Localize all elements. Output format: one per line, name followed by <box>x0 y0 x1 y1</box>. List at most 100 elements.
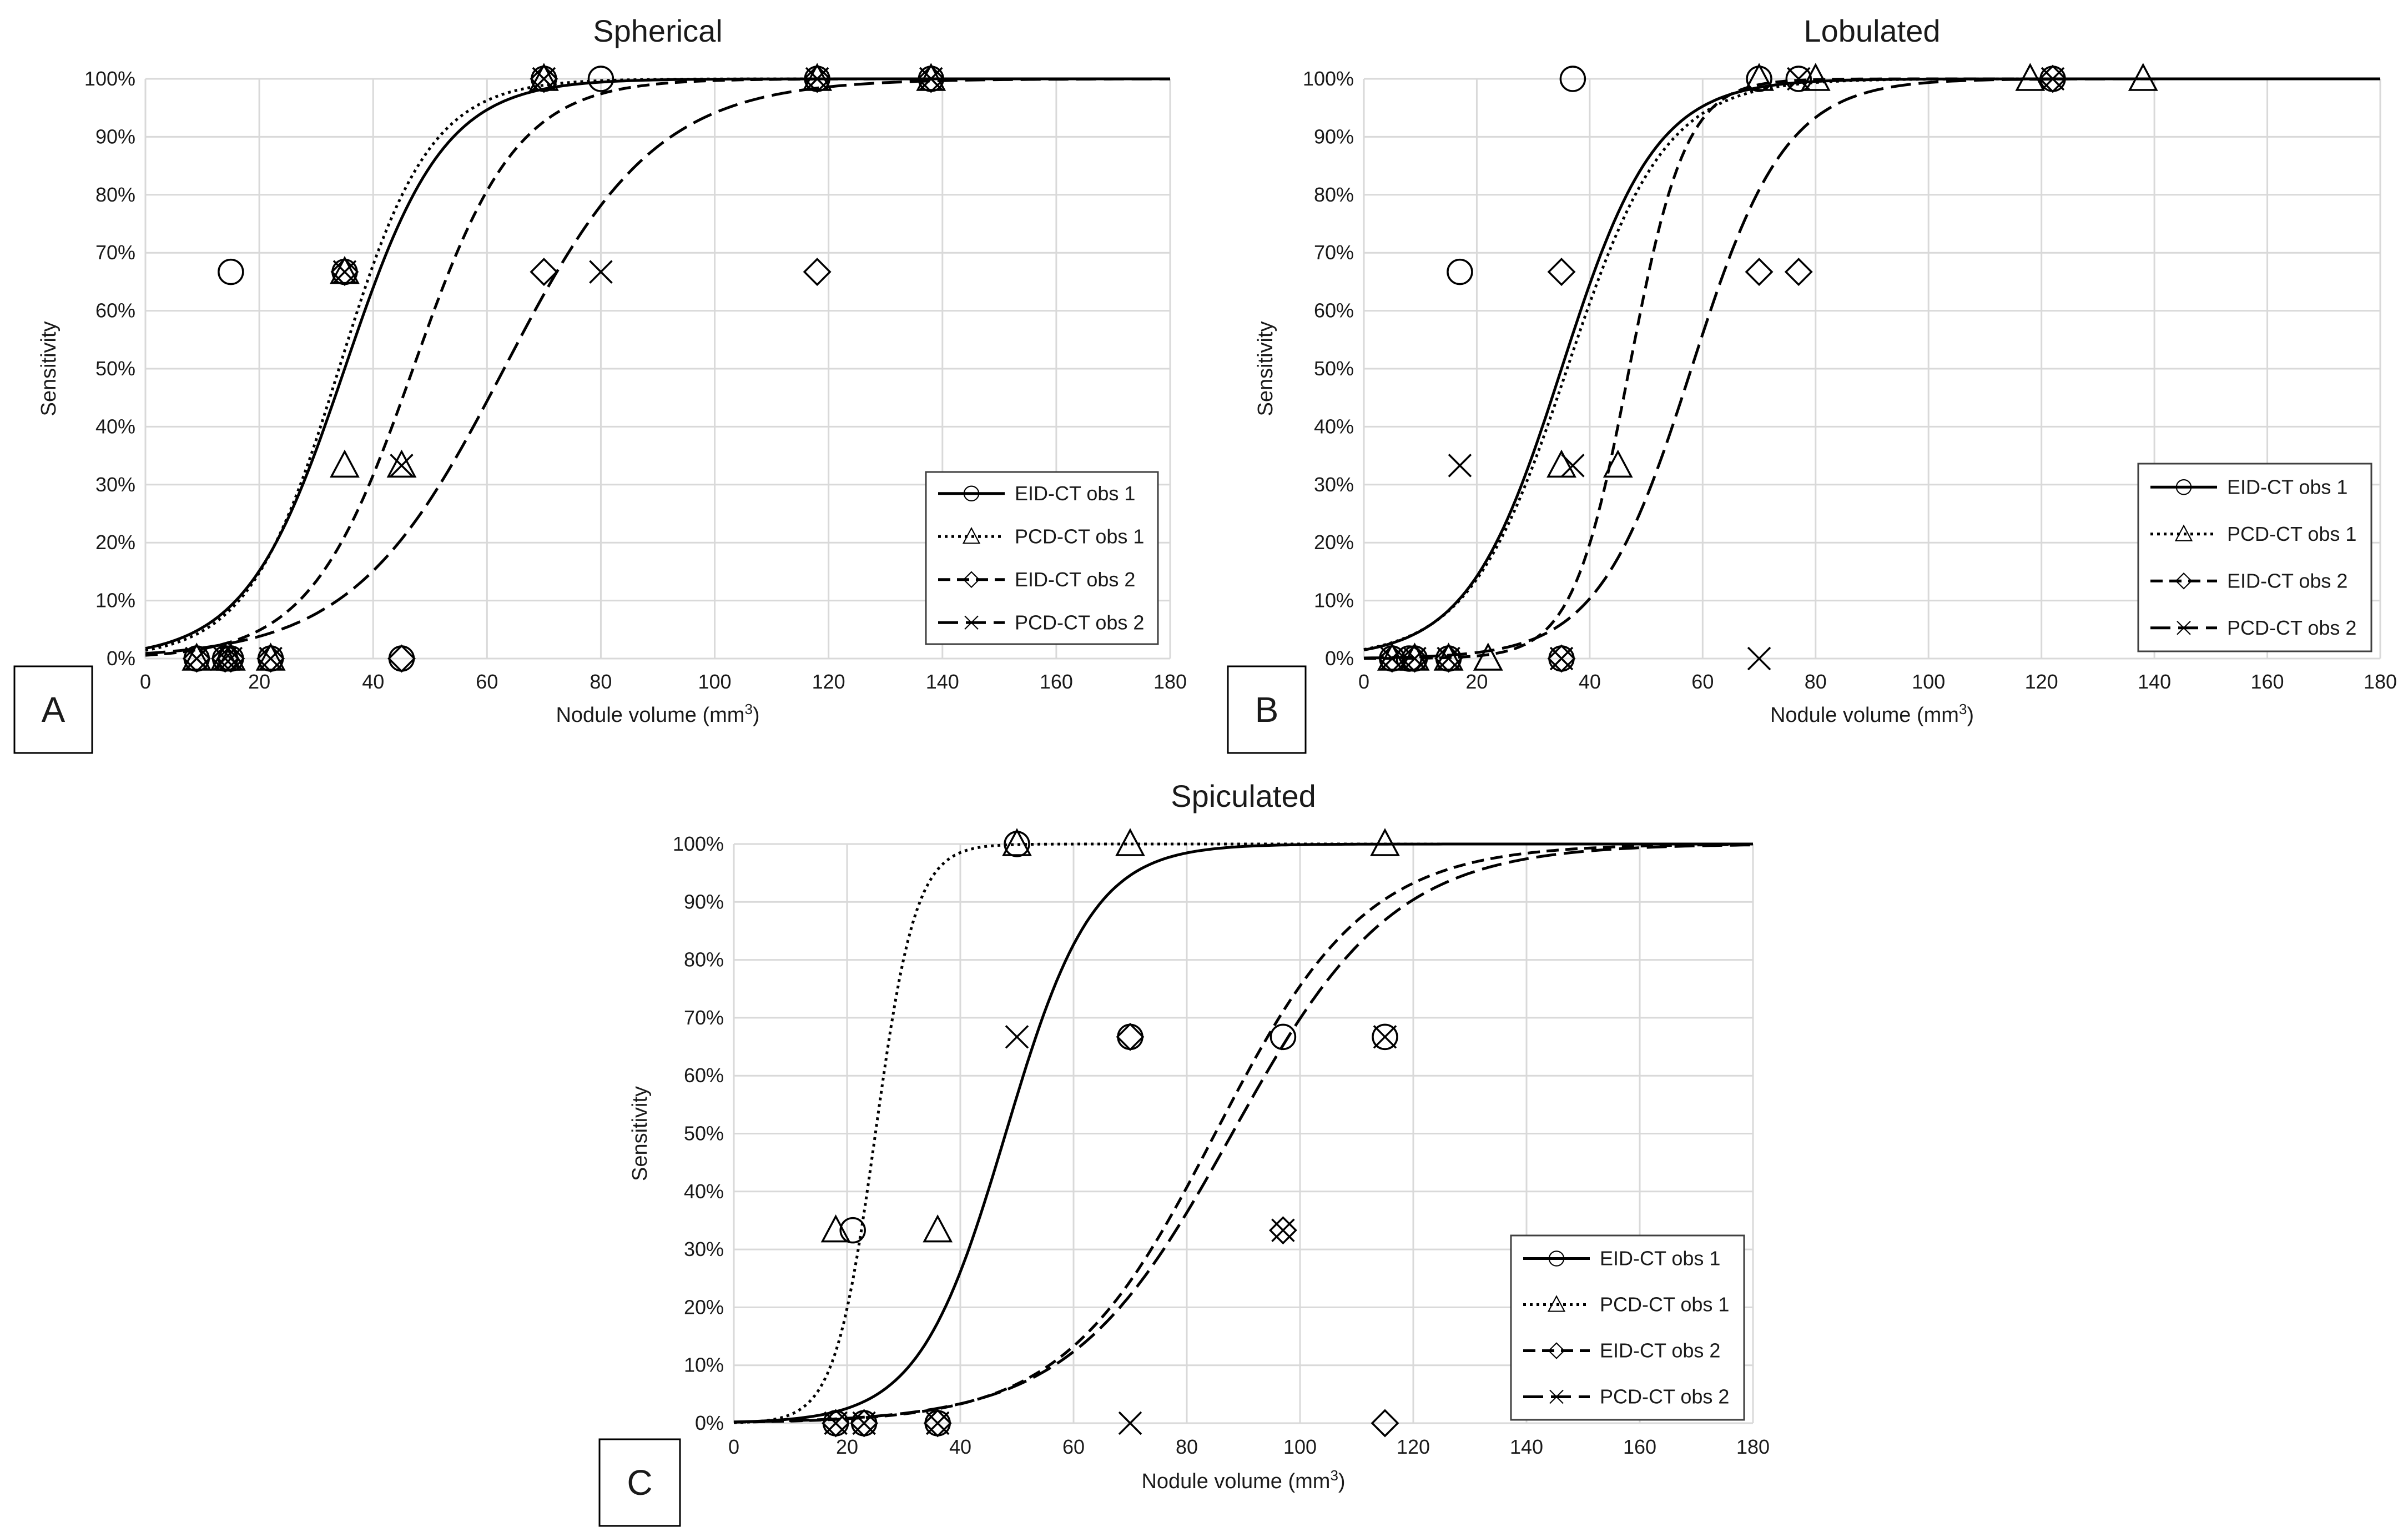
data-point-diamond <box>530 64 558 93</box>
x-tick-label: 40 <box>949 1435 971 1458</box>
data-point-x <box>1380 646 1404 671</box>
x-tick-label: 180 <box>2364 670 2397 693</box>
data-point-diamond <box>850 1409 879 1438</box>
y-tick-label: 10% <box>684 1354 724 1377</box>
data-point-diamond <box>1547 258 1576 287</box>
data-point-diamond <box>330 258 359 287</box>
y-tick-label: 50% <box>1314 357 1354 380</box>
data-point-triangle <box>802 63 833 91</box>
x-tick-label: 140 <box>2138 670 2171 693</box>
data-point-triangle <box>330 449 360 478</box>
data-point-triangle <box>1115 828 1145 856</box>
data-point-circle <box>1447 258 1473 285</box>
fit-curve <box>733 842 1753 1424</box>
x-axis-title: Nodule volume (mm3) <box>1770 701 1974 727</box>
chart-title: Spiculated <box>1171 778 1316 813</box>
panel-letter-box <box>1227 665 1307 754</box>
y-tick-label: 20% <box>1314 531 1354 554</box>
x-tick-label: 80 <box>590 670 612 693</box>
x-tick-label: 180 <box>1736 1435 1770 1458</box>
data-point-diamond <box>1401 644 1429 673</box>
y-tick-label: 50% <box>95 357 135 380</box>
x-tick-label: 140 <box>926 670 959 693</box>
data-point-triangle <box>255 642 286 671</box>
data-point-x <box>390 454 414 478</box>
panel-letter-box <box>13 665 93 754</box>
data-point-triangle <box>1546 449 1576 478</box>
data-point-triangle <box>386 449 417 478</box>
legend-marker-x <box>964 615 979 630</box>
legend-box <box>2137 463 2372 652</box>
data-point-x <box>925 1411 950 1435</box>
y-tick-label: 70% <box>1314 241 1354 264</box>
data-point-x <box>1437 646 1460 671</box>
data-point-x <box>1561 454 1585 478</box>
y-tick-label: 50% <box>684 1122 724 1145</box>
x-tick-label: 20 <box>836 1435 858 1458</box>
x-tick-label: 140 <box>1510 1435 1543 1458</box>
x-tick-label: 40 <box>1579 670 1601 693</box>
legend-label: EID-CT obs 1 <box>1015 482 1135 505</box>
data-point-diamond <box>803 64 832 93</box>
y-tick-label: 60% <box>1314 299 1354 322</box>
charts-group: Spherical 0% 10% 20% 30% 40% 50% 60% 70% 80% 90% 10… <box>13 13 2397 1527</box>
data-point-x <box>1747 646 1771 671</box>
legend-label: EID-CT obs 1 <box>2227 475 2347 498</box>
data-point-triangle <box>1370 828 1400 856</box>
x-tick-label: 180 <box>1153 670 1187 693</box>
y-tick-label: 80% <box>1314 183 1354 206</box>
data-point-x <box>824 1411 848 1435</box>
x-tick-label: 60 <box>1062 1435 1085 1458</box>
fit-curve <box>145 77 1170 655</box>
data-point-x <box>259 646 283 671</box>
y-axis-title: Sensitivity <box>1254 321 1277 416</box>
data-point-x <box>1118 1411 1142 1435</box>
data-point-x <box>1549 646 1574 671</box>
x-tick-label: 60 <box>1691 670 1714 693</box>
data-point-diamond <box>216 644 245 673</box>
data-point-x <box>185 646 209 671</box>
data-point-triangle <box>1603 449 1633 478</box>
data-point-x <box>213 646 237 671</box>
panel-letter-box <box>598 1438 681 1527</box>
data-point-triangle <box>330 255 360 284</box>
x-tick-label: 60 <box>476 670 498 693</box>
legend-marker-triangle <box>962 527 981 544</box>
x-tick-label: 0 <box>1358 670 1369 693</box>
y-tick-label: 70% <box>95 241 135 264</box>
data-point-diamond <box>1745 258 1774 287</box>
legend-marker-diamond <box>1548 1342 1565 1359</box>
y-tick-label: 70% <box>684 1006 724 1029</box>
data-point-diamond <box>1434 644 1463 673</box>
y-tick-label: 90% <box>684 890 724 913</box>
legend-marker-circle <box>963 485 980 502</box>
legend-marker-diamond <box>2175 572 2193 590</box>
y-tick-label: 0% <box>107 647 135 670</box>
panel-letter: C <box>627 1463 652 1503</box>
y-tick-label: 40% <box>1314 415 1354 438</box>
y-tick-label: 20% <box>684 1295 724 1318</box>
x-tick-label: 120 <box>812 670 845 693</box>
x-tick-label: 120 <box>2025 670 2058 693</box>
y-tick-label: 30% <box>1314 473 1354 496</box>
x-tick-label: 0 <box>728 1435 739 1458</box>
chart-title: Spherical <box>593 13 722 48</box>
legend-marker-triangle <box>2174 524 2193 541</box>
chart-panel-a: Spherical 0% 10% 20% 30% 40% 50% 60% 70% 80% 90% 10… <box>13 13 1187 754</box>
fit-curve <box>145 77 1170 652</box>
x-tick-label: 160 <box>1040 670 1073 693</box>
data-point-diamond <box>256 644 285 673</box>
data-point-circle <box>218 258 244 285</box>
data-point-circle <box>1117 1023 1143 1051</box>
data-point-x <box>1403 646 1427 671</box>
data-point-triangle <box>182 642 212 671</box>
y-axis-title: Sensitivity <box>37 321 61 416</box>
y-tick-label: 30% <box>684 1238 724 1260</box>
y-tick-label: 60% <box>684 1064 724 1087</box>
x-tick-label: 160 <box>1623 1435 1656 1458</box>
data-point-x <box>1448 454 1472 478</box>
data-point-triangle <box>916 63 946 91</box>
x-tick-label: 20 <box>248 670 270 693</box>
y-tick-label: 10% <box>95 589 135 612</box>
